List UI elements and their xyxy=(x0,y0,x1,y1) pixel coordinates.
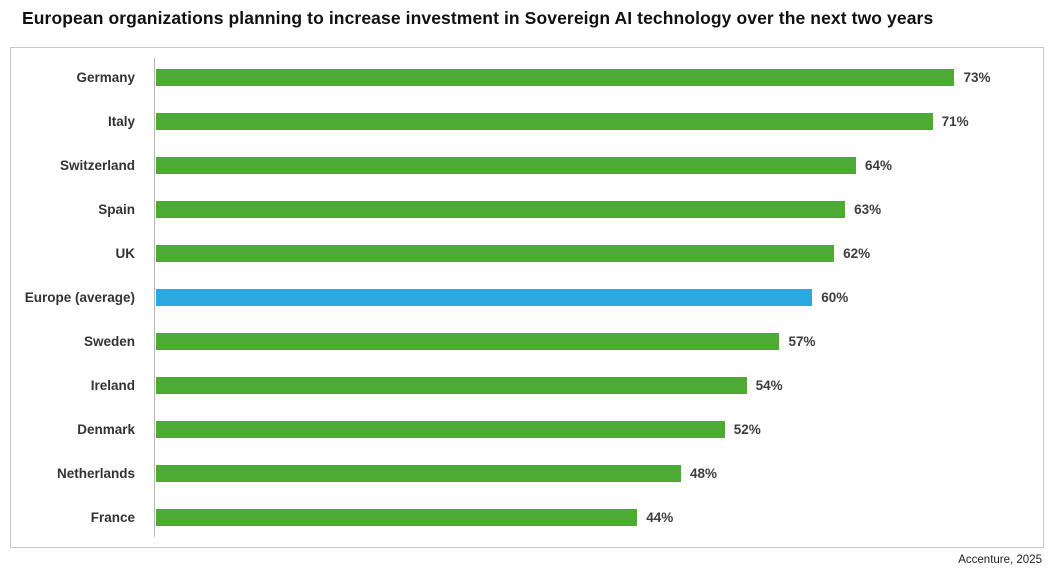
category-label: France xyxy=(90,509,135,525)
bar-row: Spain 63% xyxy=(11,190,1031,230)
category-label: Spain xyxy=(98,202,135,218)
bar xyxy=(156,201,846,219)
value-label: 64% xyxy=(865,158,893,174)
bar-track: 48% xyxy=(147,464,1031,482)
bar-row: Italy 71% xyxy=(11,102,1031,142)
chart-plot-area: Germany 73% Italy 71% Switzerland 64% Spain 63%… xyxy=(10,47,1044,548)
bar xyxy=(156,113,933,131)
value-label: 62% xyxy=(843,246,871,262)
category-label: Sweden xyxy=(83,333,135,349)
value-label: 57% xyxy=(788,333,816,349)
bar-track: 57% xyxy=(147,332,1031,350)
category-label: Netherlands xyxy=(56,465,135,481)
value-label: 54% xyxy=(755,377,783,393)
bar-row: Germany 73% xyxy=(11,58,1031,98)
bar-row: Denmark 52% xyxy=(11,409,1031,449)
bar-row: Netherlands 48% xyxy=(11,453,1031,493)
category-label: Denmark xyxy=(77,421,135,437)
bar xyxy=(156,157,856,175)
value-label: 44% xyxy=(646,509,674,525)
source-label: Accenture, 2025 xyxy=(958,554,1042,566)
value-label: 71% xyxy=(941,114,969,130)
bar-track: 44% xyxy=(147,508,1031,526)
bar xyxy=(156,245,835,263)
bar-track: 64% xyxy=(147,157,1031,175)
bar xyxy=(156,376,747,394)
bar-row: France 44% xyxy=(11,497,1031,537)
bar-rows-container: Germany 73% Italy 71% Switzerland 64% Spain 63%… xyxy=(11,56,1031,539)
bar-track: 71% xyxy=(147,113,1031,131)
value-label: 73% xyxy=(963,70,991,86)
value-label: 60% xyxy=(821,289,849,305)
bar-track: 62% xyxy=(147,245,1031,263)
bar-track: 60% xyxy=(147,288,1031,306)
bar-row: Europe (average) 60% xyxy=(11,277,1031,317)
chart-title: European organizations planning to incre… xyxy=(22,8,934,28)
value-label: 52% xyxy=(733,421,761,437)
bar-track: 63% xyxy=(147,201,1031,219)
bar-track: 73% xyxy=(147,69,1031,87)
category-label: Ireland xyxy=(90,377,135,393)
bar-track: 54% xyxy=(147,376,1031,394)
bar xyxy=(156,464,681,482)
category-label: Germany xyxy=(76,70,135,86)
category-label: UK xyxy=(115,246,136,262)
bar xyxy=(156,508,638,526)
category-label: Switzerland xyxy=(59,158,135,174)
value-label: 63% xyxy=(854,202,882,218)
category-label: Europe (average) xyxy=(24,289,135,305)
bar xyxy=(156,332,780,350)
category-label: Italy xyxy=(107,114,135,130)
bar xyxy=(156,69,955,87)
bar-row: UK 62% xyxy=(11,234,1031,274)
bar-row: Switzerland 64% xyxy=(11,146,1031,186)
bar xyxy=(156,288,813,306)
y-axis-line xyxy=(154,58,155,537)
value-label: 48% xyxy=(690,465,718,481)
bar-row: Ireland 54% xyxy=(11,365,1031,405)
bar-track: 52% xyxy=(147,420,1031,438)
bar-row: Sweden 57% xyxy=(11,321,1031,361)
bar xyxy=(156,420,725,438)
